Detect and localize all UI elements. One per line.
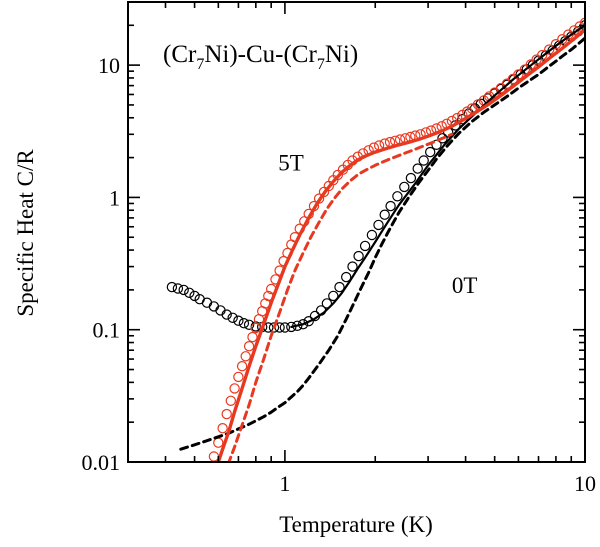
data-point	[550, 39, 562, 50]
data-point	[579, 17, 585, 28]
data-point	[217, 423, 228, 434]
series-line-dashed	[227, 132, 454, 462]
data-point	[537, 49, 548, 61]
data-point	[247, 331, 258, 343]
data-point	[250, 322, 261, 334]
y-tick-label: 0.1	[93, 318, 121, 343]
data-point	[227, 312, 238, 323]
y-tick-label: 10	[98, 53, 120, 78]
data-point	[208, 451, 220, 462]
data-point	[166, 281, 178, 293]
data-point	[412, 163, 423, 174]
y-tick-label: 0.01	[82, 450, 121, 475]
data-point	[373, 219, 384, 231]
data-point	[229, 383, 240, 394]
data-point	[303, 316, 314, 327]
data-point	[437, 133, 448, 144]
data-point	[178, 284, 189, 296]
plot-frame	[127, 1, 586, 463]
chart-labels: Specific Heat C/R Temperature (K) (Cr7Ni…	[13, 41, 596, 537]
data-point	[513, 69, 524, 80]
data-point	[240, 351, 251, 362]
data-point	[233, 371, 244, 383]
title-subscript-1: 7	[196, 56, 204, 73]
data-point	[221, 309, 232, 320]
data-point	[279, 322, 291, 333]
y-tick-label: 1	[109, 185, 120, 210]
data-point	[225, 395, 236, 406]
data-point	[359, 240, 371, 252]
data-point	[208, 301, 220, 312]
data-point	[328, 290, 339, 302]
data-point	[233, 315, 244, 326]
title-subscript-2: 7	[317, 56, 325, 73]
data-point	[321, 298, 333, 309]
x-axis-title: Temperature (K)	[279, 512, 433, 537]
data-point	[172, 283, 184, 294]
data-point	[189, 290, 200, 302]
data-point	[347, 261, 358, 272]
plot-border	[127, 1, 586, 463]
data-point	[243, 319, 255, 330]
title-part-2: Ni)-Cu-(Cr	[204, 41, 317, 68]
data-point	[379, 209, 390, 220]
plot-data	[166, 17, 585, 462]
x-tick-label: 1	[279, 471, 290, 496]
data-point	[243, 341, 255, 352]
data-point	[519, 64, 531, 75]
x-tick-label: 10	[574, 471, 596, 496]
data-point	[341, 271, 352, 283]
data-point	[418, 155, 429, 166]
title-part-3: Ni)	[325, 41, 358, 68]
data-point	[334, 281, 345, 293]
data-point	[184, 287, 195, 298]
chart-title: (Cr7Ni)-Cu-(Cr7Ni)	[163, 41, 358, 73]
data-point	[238, 318, 250, 329]
data-point	[399, 181, 410, 193]
data-point	[392, 191, 403, 202]
data-point	[353, 250, 364, 262]
data-point	[425, 146, 436, 158]
data-point	[385, 200, 396, 212]
series-line-dashed	[179, 36, 585, 451]
data-point	[544, 44, 555, 55]
series-annotation: 5T	[278, 150, 304, 175]
data-point	[201, 297, 213, 308]
data-point	[213, 437, 224, 448]
series-annotation: 0T	[452, 273, 478, 298]
data-point	[236, 361, 248, 372]
series-line-solid	[290, 24, 585, 328]
y-axis-title: Specific Heat C/R	[13, 149, 38, 317]
data-point	[431, 139, 442, 150]
data-point	[366, 229, 378, 241]
data-point	[221, 408, 232, 420]
data-point	[405, 172, 417, 184]
title-part-1: (Cr	[163, 41, 197, 68]
series-line-solid	[216, 28, 585, 462]
